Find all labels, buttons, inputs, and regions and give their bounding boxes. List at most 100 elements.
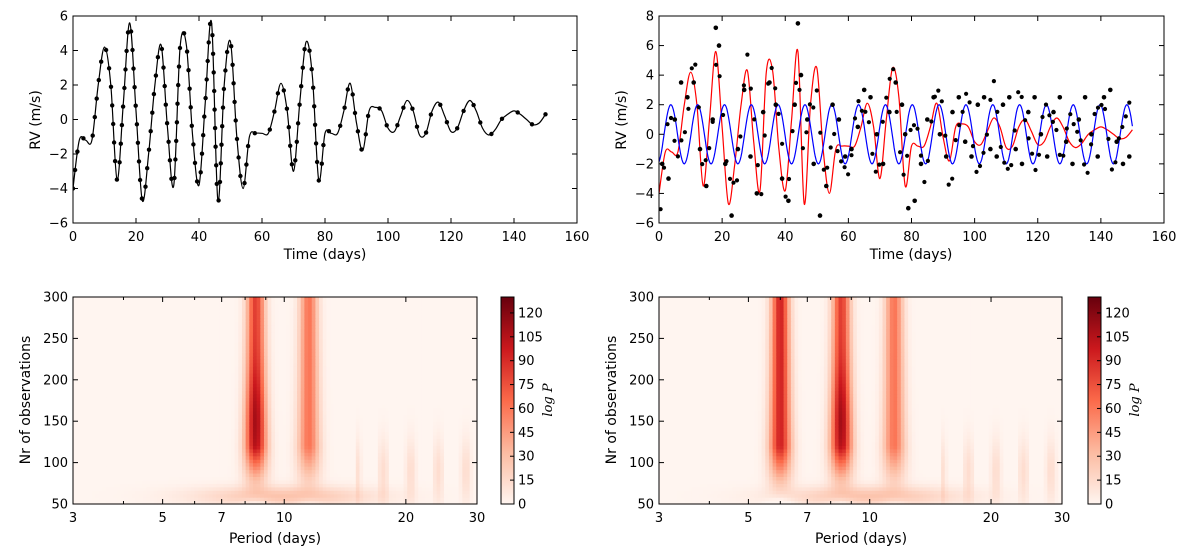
heatmap-cell — [286, 362, 291, 367]
heatmap-cell — [263, 497, 269, 502]
heatmap-cell — [186, 431, 192, 436]
heatmap-cell — [282, 448, 287, 453]
heatmap-cell — [219, 448, 225, 453]
heatmap-cell — [385, 472, 390, 477]
heatmap-cell — [124, 490, 129, 495]
heatmap-cell — [414, 390, 419, 395]
heatmap-cell — [465, 383, 471, 388]
heatmap-cell — [164, 462, 170, 467]
heatmap-cell — [117, 366, 122, 371]
heatmap-cell — [227, 369, 232, 374]
heatmap-cell — [388, 410, 394, 415]
heatmap-cell — [355, 386, 361, 391]
heatmap-cell — [106, 376, 111, 381]
heatmap-cell — [179, 438, 184, 443]
observation-point — [703, 158, 708, 163]
heatmap-cell — [440, 362, 445, 367]
observation-point — [795, 21, 801, 26]
rv-point — [143, 184, 148, 189]
heatmap-cell — [208, 493, 214, 498]
heatmap-cell — [363, 369, 368, 374]
heatmap-cell — [278, 497, 283, 502]
heatmap-cell — [212, 369, 217, 374]
heatmap-cell — [297, 410, 302, 415]
heatmap-cell — [260, 376, 265, 381]
heatmap-cell — [190, 431, 195, 436]
rv-point — [326, 129, 332, 134]
heatmap-cell — [252, 466, 258, 471]
heatmap-cell — [102, 369, 107, 374]
heatmap-cell — [315, 376, 320, 381]
heatmap-cell — [208, 410, 214, 415]
heatmap-cell — [473, 493, 478, 498]
heatmap-cell — [260, 438, 265, 443]
heatmap-cell — [84, 479, 89, 484]
heatmap-cell — [164, 390, 170, 395]
heatmap-cell — [84, 390, 89, 395]
heatmap-cell — [190, 417, 195, 422]
rv-point — [176, 82, 181, 88]
heatmap-cell — [454, 497, 460, 502]
heatmap-cell — [252, 366, 258, 371]
heatmap-cell — [128, 428, 133, 433]
heatmap-cell — [289, 390, 294, 395]
heatmap-cell — [205, 379, 210, 384]
heatmap-cell — [374, 383, 379, 388]
observation-point — [852, 116, 858, 121]
heatmap-cell — [102, 462, 107, 467]
heatmap-cell — [432, 379, 438, 384]
heatmap-cell — [256, 403, 261, 408]
heatmap-cell — [120, 379, 126, 384]
heatmap-cell — [263, 490, 269, 495]
heatmap-cell — [396, 376, 401, 381]
heatmap-cell — [421, 452, 427, 457]
heatmap-cell — [139, 428, 144, 433]
heatmap-cell — [223, 403, 228, 408]
heatmap-cell — [289, 476, 294, 481]
heatmap-cell — [179, 400, 184, 405]
heatmap-cell — [161, 410, 166, 415]
heatmap-cell — [337, 462, 342, 467]
heatmap-cell — [150, 466, 155, 471]
heatmap-cell — [175, 490, 181, 495]
heatmap-cell — [150, 455, 155, 460]
heatmap-cell — [319, 390, 324, 395]
heatmap-cell — [260, 500, 265, 505]
heatmap-cell — [370, 486, 375, 491]
heatmap-cell — [230, 410, 236, 415]
heatmap-cell — [377, 490, 383, 495]
heatmap-cell — [392, 452, 397, 457]
heatmap-cell — [396, 403, 401, 408]
heatmap-cell — [451, 438, 456, 443]
heatmap-cell — [421, 428, 427, 433]
heatmap-cell — [183, 497, 188, 502]
heatmap-cell — [263, 424, 269, 429]
heatmap-cell — [252, 417, 258, 422]
observation-point — [1089, 142, 1094, 147]
heatmap-cell — [245, 455, 250, 460]
rv-point — [174, 120, 180, 125]
heatmap-cell — [447, 469, 452, 474]
heatmap-cell — [223, 376, 228, 381]
heatmap-cell — [131, 369, 137, 374]
heatmap-cell — [249, 479, 254, 484]
heatmap-cell — [80, 479, 85, 484]
observation-point — [1019, 161, 1025, 167]
rv-point — [202, 114, 207, 119]
heatmap-cell — [278, 448, 283, 453]
heatmap-cell — [219, 452, 225, 457]
heatmap-cell — [84, 400, 89, 405]
heatmap-cell — [172, 414, 177, 419]
rv-point — [300, 65, 305, 70]
heatmap-cell — [319, 397, 324, 402]
heatmap-cell — [465, 486, 471, 491]
heatmap-cell — [252, 376, 258, 381]
observation-point — [661, 165, 667, 170]
rv-point — [81, 136, 86, 141]
heatmap-cell — [333, 393, 339, 398]
heatmap-cell — [370, 421, 375, 426]
heatmap-cell — [454, 500, 460, 505]
heatmap-cell — [410, 441, 416, 446]
heatmap-cell — [289, 466, 294, 471]
heatmap-cell — [205, 417, 210, 422]
